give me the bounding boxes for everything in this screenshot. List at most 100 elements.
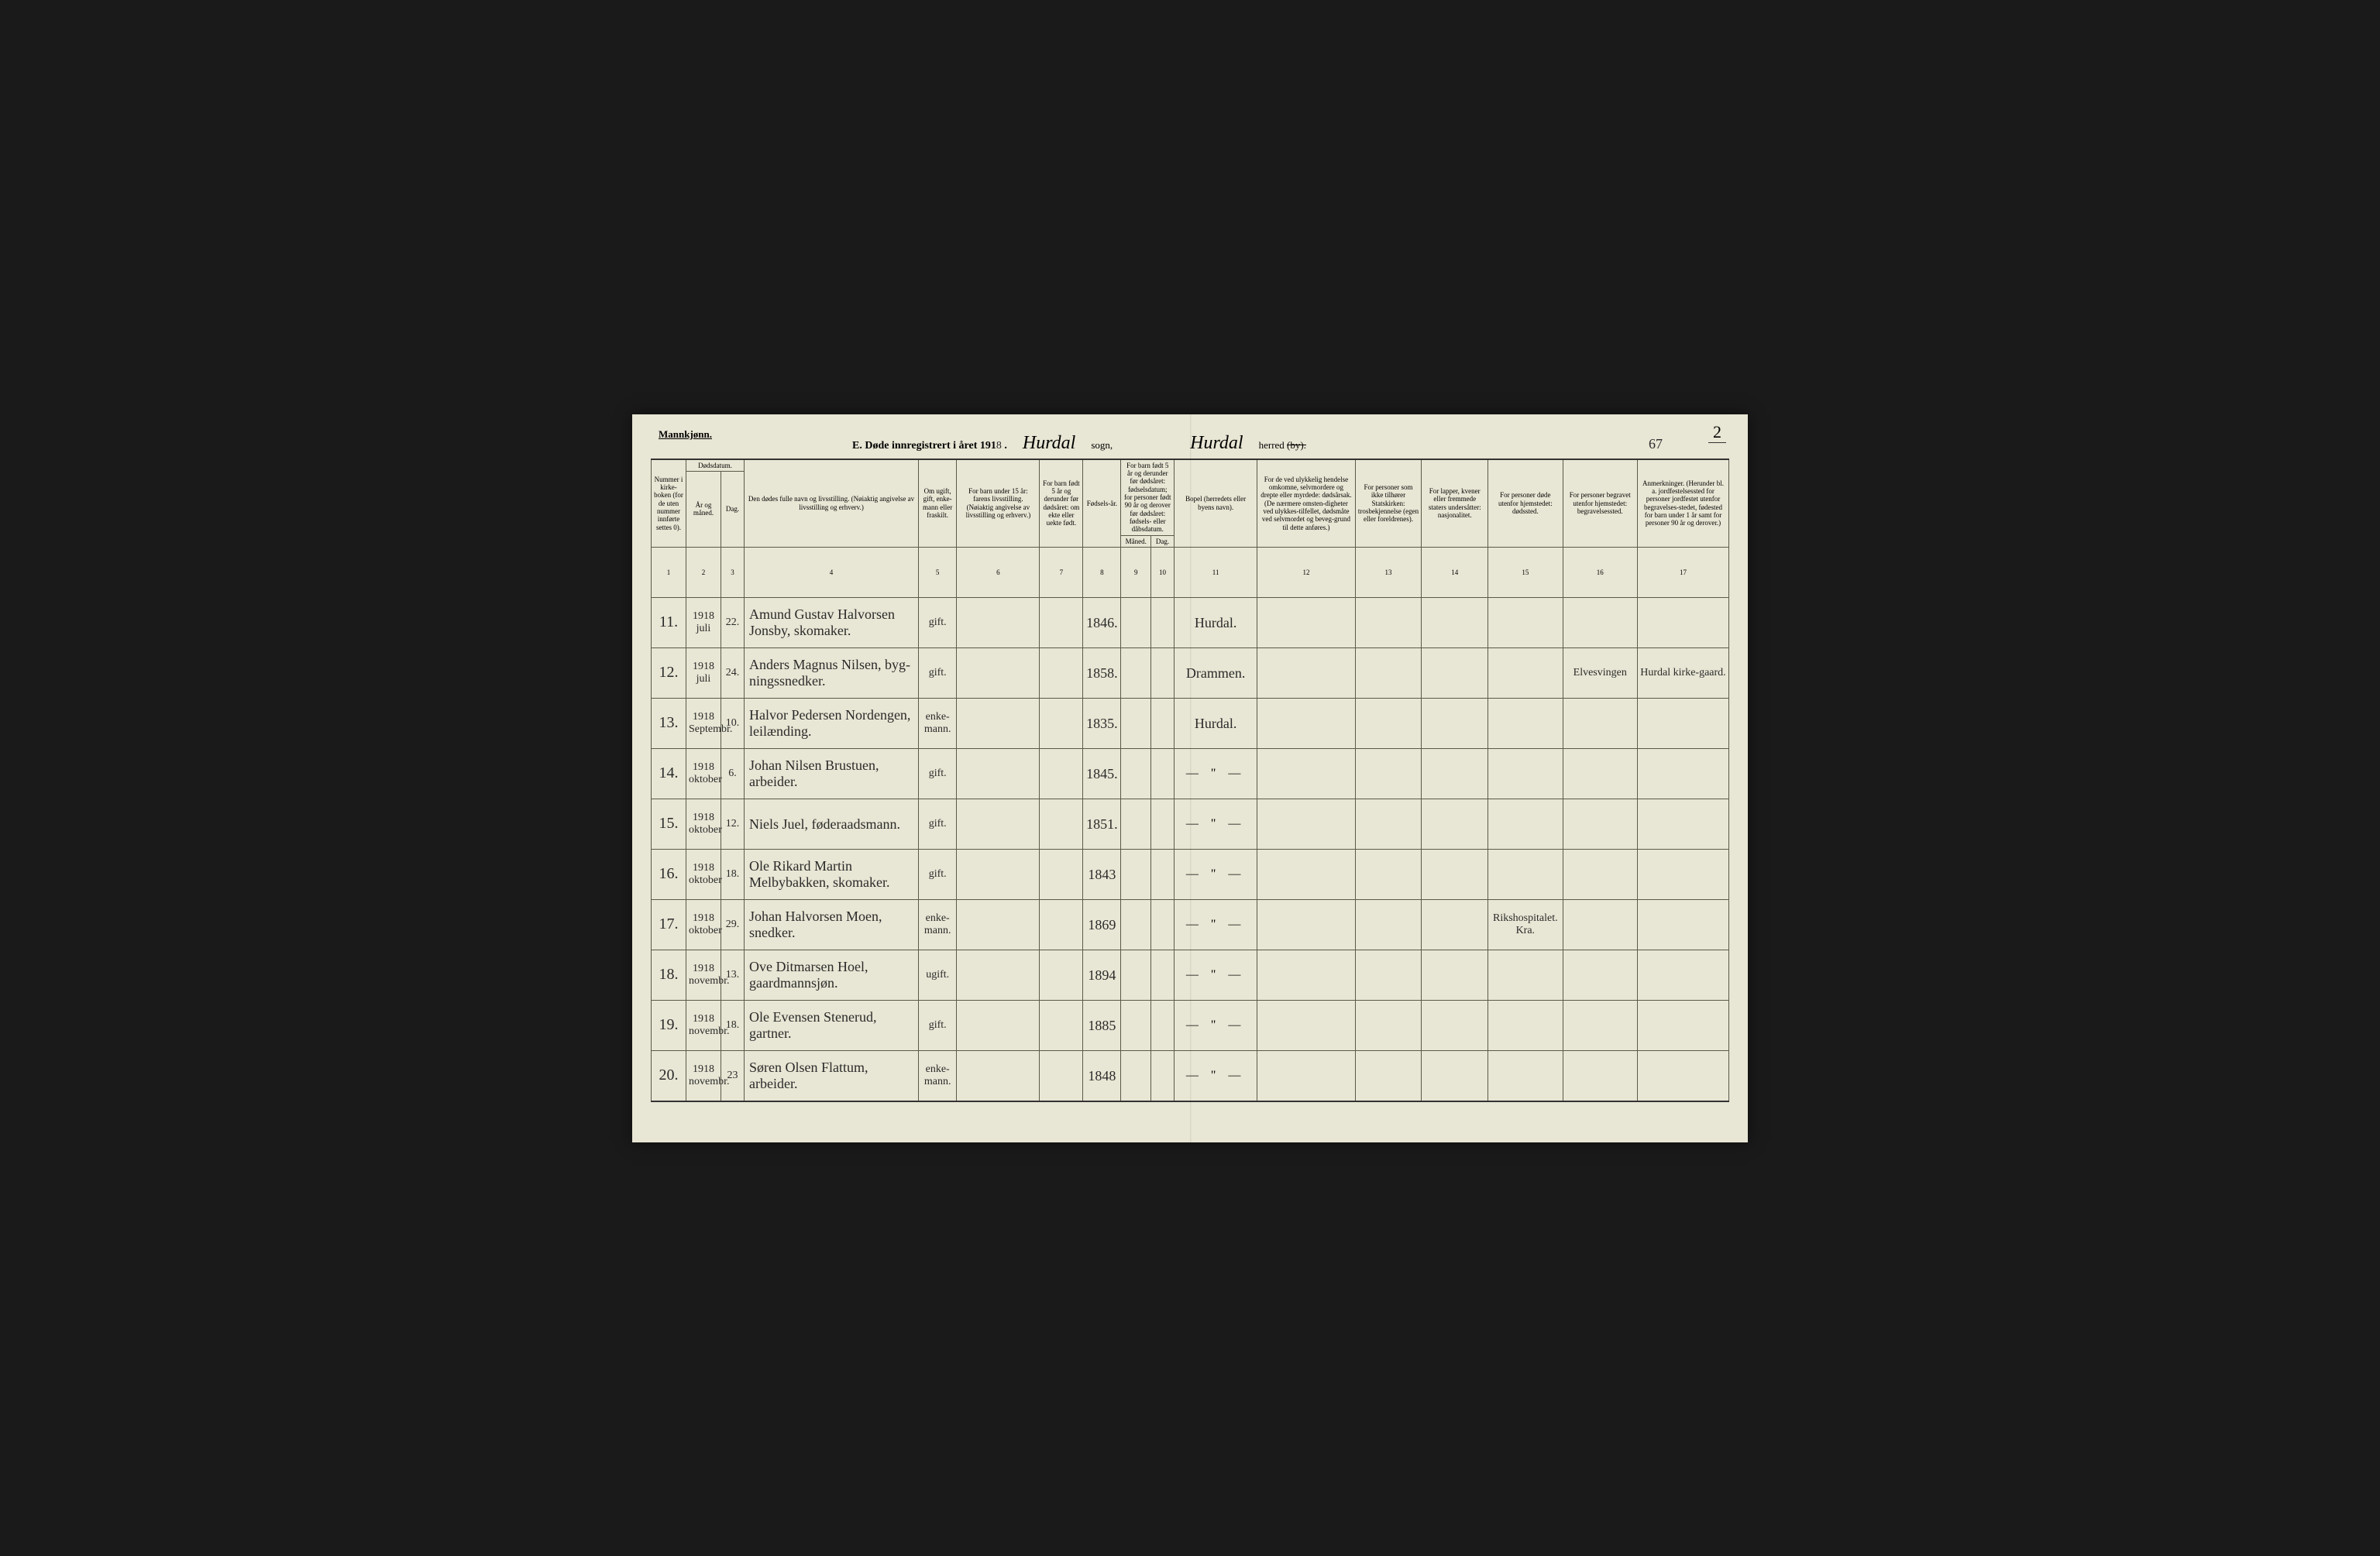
cell-father: [957, 1050, 1040, 1101]
cell-bday: [1151, 1000, 1175, 1050]
col-header-cause: For de ved ulykkelig hendelse omkomne, s…: [1257, 459, 1355, 548]
col-header-deathplace: For personer døde utenfor hjemstedet: dø…: [1488, 459, 1563, 548]
colnum: 12: [1257, 547, 1355, 597]
cell-number: 14.: [652, 748, 686, 799]
cell-birthyear: 1848: [1083, 1050, 1121, 1101]
cell-remarks: [1637, 899, 1728, 950]
cell-burial: [1563, 1000, 1637, 1050]
cell-bday: [1151, 698, 1175, 748]
cell-status: gift.: [919, 849, 957, 899]
cell-day: 12.: [721, 799, 745, 849]
cell-status: gift.: [919, 597, 957, 647]
table-row: 15.1918 oktober12.Niels Juel, føderaadsm…: [652, 799, 1729, 849]
cell-faith: [1355, 799, 1422, 849]
cell-cause: [1257, 799, 1355, 849]
cell-year-month: 1918 Septembr.: [686, 698, 721, 748]
colnum: 11: [1175, 547, 1257, 597]
cell-remarks: [1637, 698, 1728, 748]
col-header-day-sub: Dag.: [1151, 535, 1175, 547]
cell-legit: [1040, 647, 1083, 698]
cell-year-month: 1918 oktober: [686, 899, 721, 950]
col-header-name: Den dødes fulle navn og livsstilling. (N…: [745, 459, 919, 548]
cell-faith: [1355, 597, 1422, 647]
cell-bday: [1151, 748, 1175, 799]
cell-cause: [1257, 1000, 1355, 1050]
cell-nationality: [1422, 647, 1488, 698]
title-dot: .: [1002, 440, 1007, 452]
table-row: 16.1918 oktober18.Ole Rikard Martin Melb…: [652, 849, 1729, 899]
cell-father: [957, 597, 1040, 647]
cell-burial: [1563, 849, 1637, 899]
cell-father: [957, 899, 1040, 950]
cell-status: gift.: [919, 748, 957, 799]
cell-status: gift.: [919, 647, 957, 698]
cell-burial: [1563, 1050, 1637, 1101]
cell-day: 24.: [721, 647, 745, 698]
cell-faith: [1355, 647, 1422, 698]
col-header-remarks: Anmerkninger. (Herunder bl. a. jordfeste…: [1637, 459, 1728, 548]
colnum: 4: [745, 547, 919, 597]
cell-deathplace: [1488, 647, 1563, 698]
cell-legit: [1040, 597, 1083, 647]
cell-residence: — " —: [1175, 748, 1257, 799]
cell-burial: [1563, 698, 1637, 748]
cell-father: [957, 849, 1040, 899]
colnum: 6: [957, 547, 1040, 597]
cell-legit: [1040, 799, 1083, 849]
table-row: 14.1918 oktober6.Johan Nilsen Brustuen, …: [652, 748, 1729, 799]
cell-deathplace: [1488, 748, 1563, 799]
cell-remarks: [1637, 1000, 1728, 1050]
year-digit: 8: [996, 440, 1002, 452]
col-header-nationality: For lapper, kvener eller fremmede stater…: [1422, 459, 1488, 548]
cell-name: Amund Gustav Halvorsen Jonsby, skomaker.: [745, 597, 919, 647]
cell-bmonth: [1121, 950, 1151, 1000]
table-row: 18.1918 novembr.13.Ove Ditmarsen Hoel, g…: [652, 950, 1729, 1000]
colnum: 14: [1422, 547, 1488, 597]
cell-legit: [1040, 698, 1083, 748]
col-header-deathdate: Dødsdatum.: [686, 459, 745, 472]
colnum: 1: [652, 547, 686, 597]
colnum: 15: [1488, 547, 1563, 597]
cell-name: Ole Rikard Martin Melbybakken, skomaker.: [745, 849, 919, 899]
cell-year-month: 1918 oktober: [686, 849, 721, 899]
cell-cause: [1257, 950, 1355, 1000]
cell-father: [957, 647, 1040, 698]
colnum: 9: [1121, 547, 1151, 597]
cell-name: Halvor Pedersen Nordengen, leilænding.: [745, 698, 919, 748]
cell-number: 12.: [652, 647, 686, 698]
cell-father: [957, 799, 1040, 849]
title-prefix-text: E. Døde innregistrert i året 191: [852, 440, 996, 452]
cell-name: Ole Evensen Stenerud, gartner.: [745, 1000, 919, 1050]
cell-name: Anders Magnus Nilsen, byg-ningssnedker.: [745, 647, 919, 698]
cell-burial: [1563, 597, 1637, 647]
cell-number: 13.: [652, 698, 686, 748]
cell-bmonth: [1121, 799, 1151, 849]
cell-status: enke-mann.: [919, 1050, 957, 1101]
colnum: 5: [919, 547, 957, 597]
cell-status: gift.: [919, 799, 957, 849]
cell-cause: [1257, 748, 1355, 799]
colnum: 7: [1040, 547, 1083, 597]
cell-remarks: [1637, 849, 1728, 899]
col-header-year-month: År og måned.: [686, 471, 721, 547]
cell-burial: [1563, 950, 1637, 1000]
col-header-status: Om ugift, gift, enke-mann eller fraskilt…: [919, 459, 957, 548]
cell-number: 15.: [652, 799, 686, 849]
cell-nationality: [1422, 597, 1488, 647]
col-header-birthdate: For barn født 5 år og derunder før dødså…: [1121, 459, 1175, 536]
cell-nationality: [1422, 748, 1488, 799]
table-row: 19.1918 novembr.18.Ole Evensen Stenerud,…: [652, 1000, 1729, 1050]
cell-faith: [1355, 950, 1422, 1000]
col-header-burial: For personer begravet utenfor hjemstedet…: [1563, 459, 1637, 548]
colnum: 2: [686, 547, 721, 597]
cell-deathplace: [1488, 1000, 1563, 1050]
cell-burial: Elvesvingen: [1563, 647, 1637, 698]
cell-cause: [1257, 849, 1355, 899]
cell-deathplace: [1488, 1050, 1563, 1101]
cell-year-month: 1918 novembr.: [686, 1000, 721, 1050]
cell-bday: [1151, 597, 1175, 647]
table-row: 11.1918 juli22.Amund Gustav Halvorsen Jo…: [652, 597, 1729, 647]
cell-bmonth: [1121, 748, 1151, 799]
cell-bmonth: [1121, 597, 1151, 647]
cell-residence: — " —: [1175, 1000, 1257, 1050]
